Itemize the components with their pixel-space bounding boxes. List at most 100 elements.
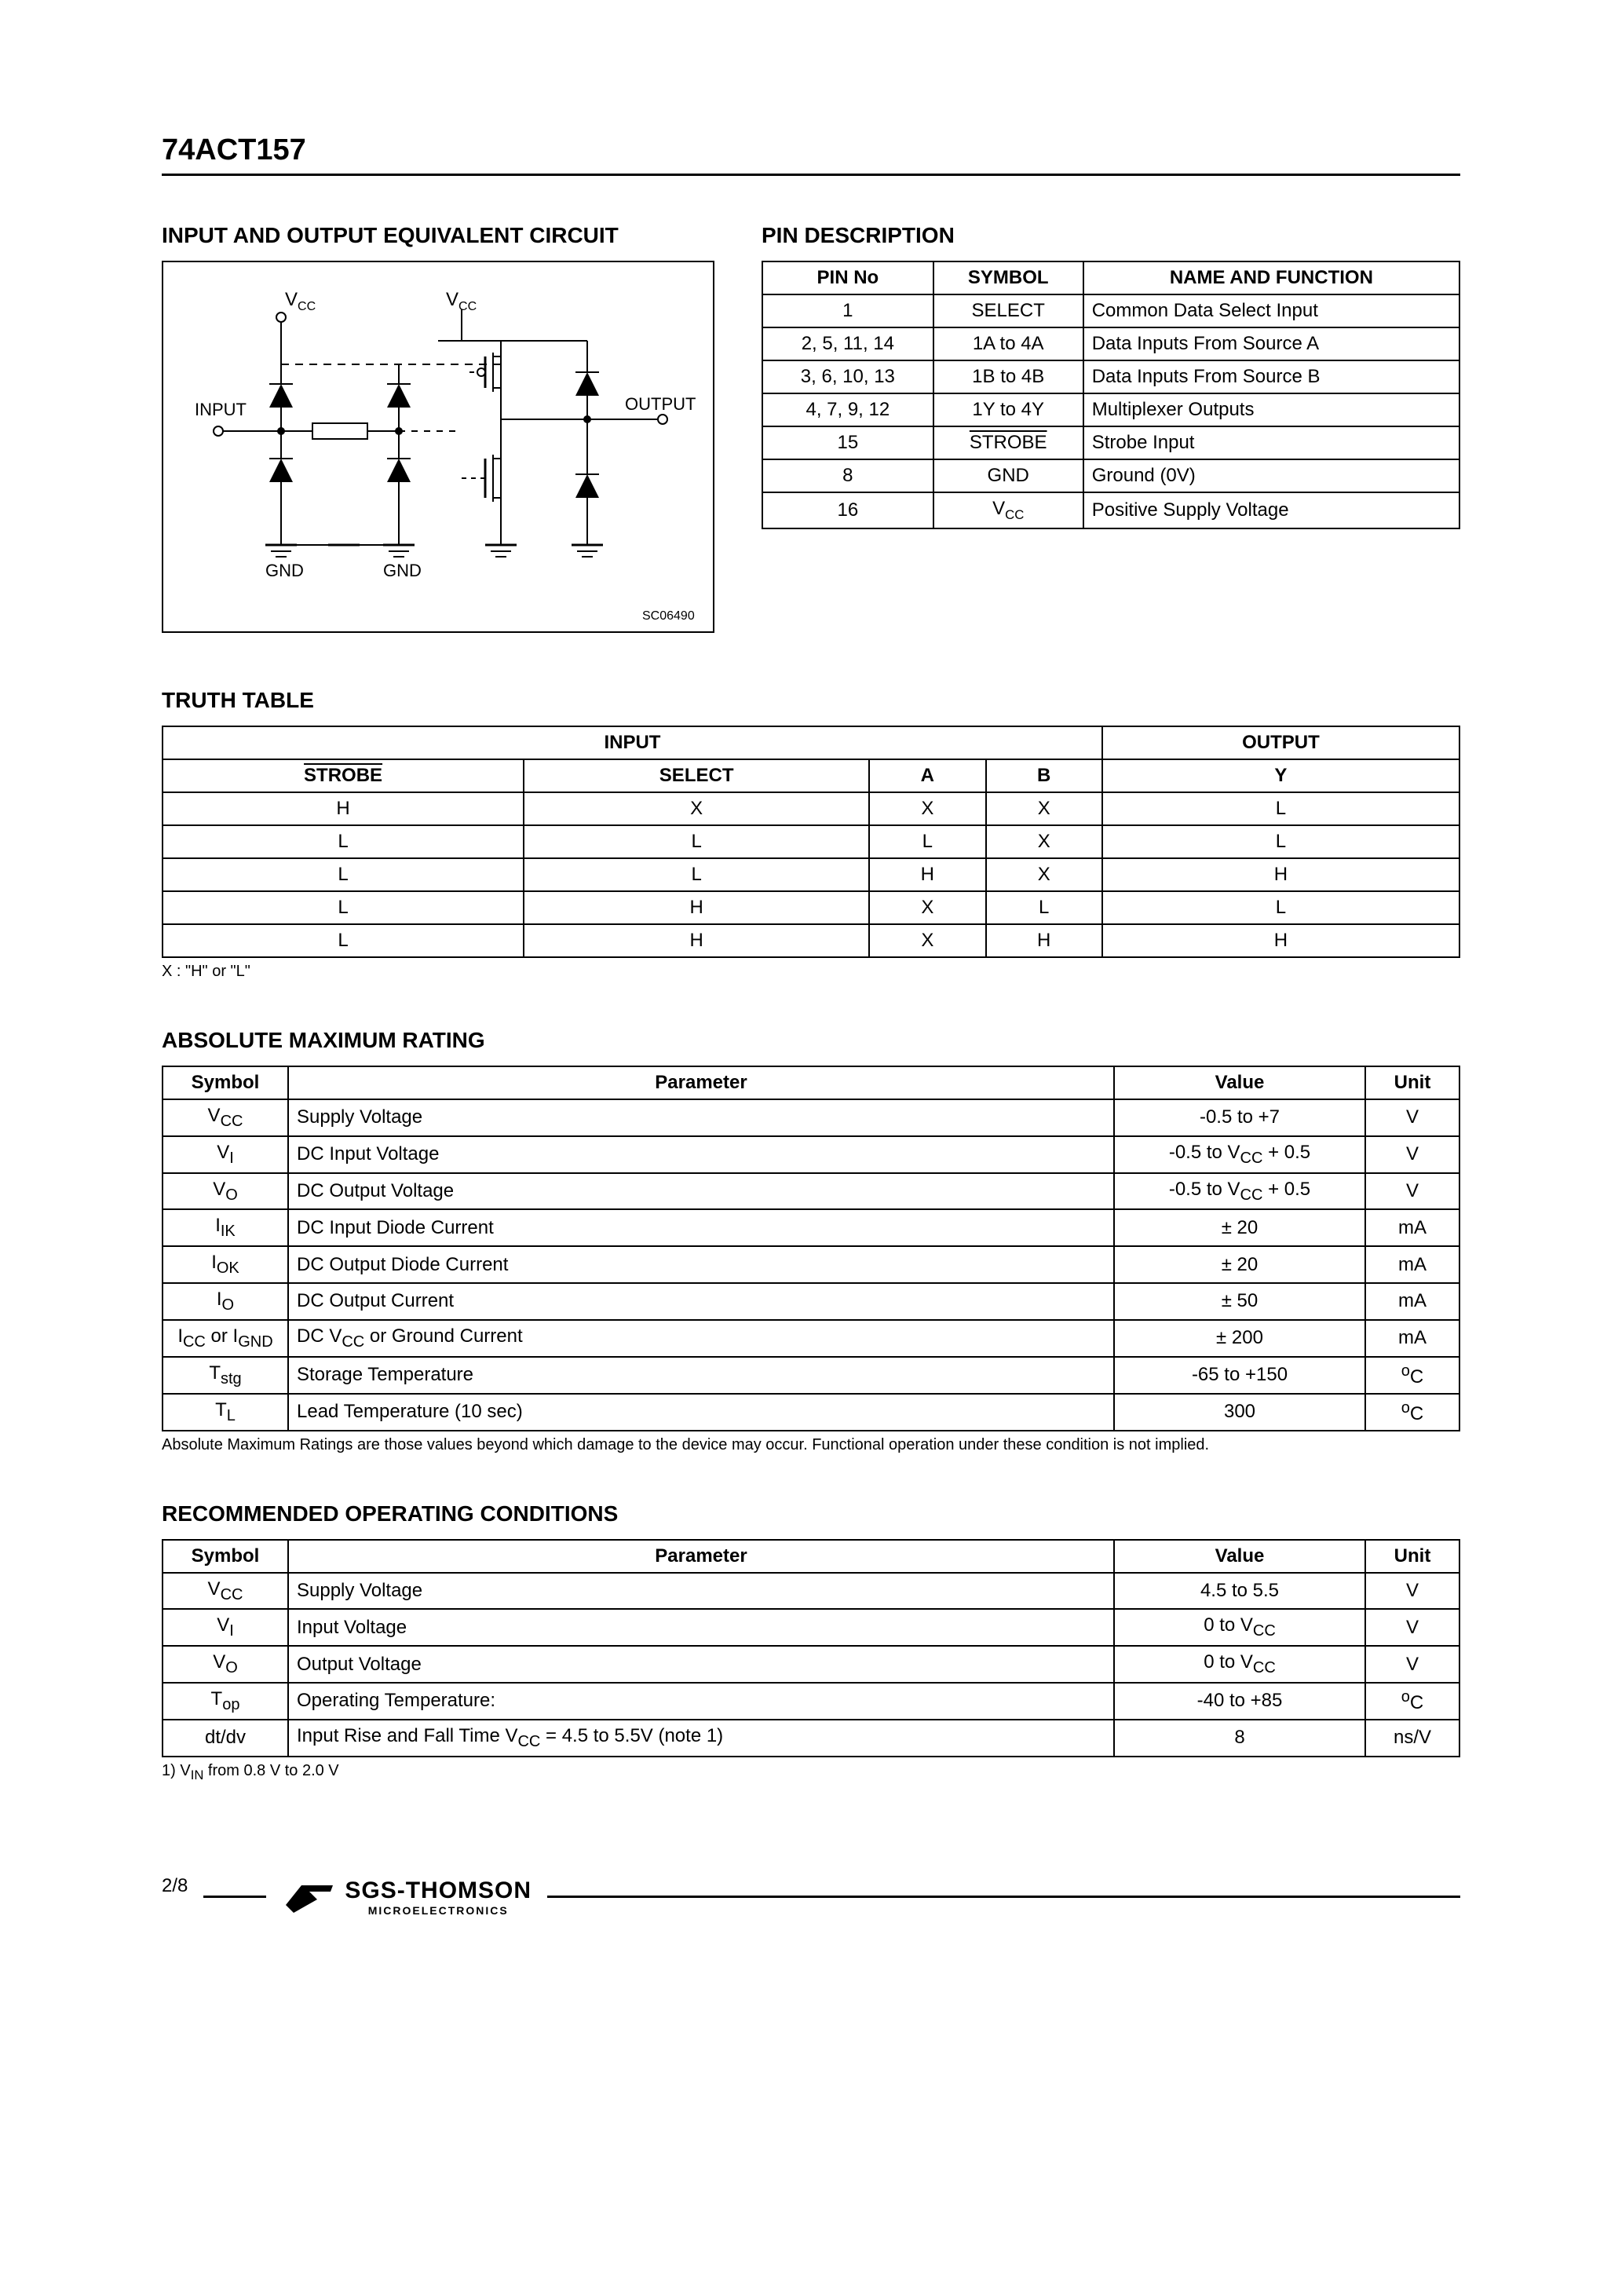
truth-table-section: TRUTH TABLE INPUTOUTPUT STROBESELECTABY … xyxy=(162,688,1460,981)
param-cell: DC Output Current xyxy=(288,1283,1114,1320)
table-cell: H xyxy=(163,792,524,825)
unit-cell: mA xyxy=(1365,1246,1459,1283)
table-row: 8GNDGround (0V) xyxy=(762,459,1459,492)
table-row: LHXHH xyxy=(163,924,1459,957)
rec-op-section: RECOMMENDED OPERATING CONDITIONS SymbolP… xyxy=(162,1501,1460,1783)
table-cell: X xyxy=(869,792,985,825)
param-cell: Input Voltage xyxy=(288,1609,1114,1646)
part-number: 74ACT157 xyxy=(162,133,306,166)
pin-no-cell: 2, 5, 11, 14 xyxy=(762,327,933,360)
unit-cell: V xyxy=(1365,1136,1459,1173)
gnd2-label: GND xyxy=(383,561,422,580)
table-cell: L xyxy=(1102,825,1459,858)
symbol-cell: Top xyxy=(163,1683,288,1720)
value-cell: 0 to VCC xyxy=(1114,1646,1365,1683)
param-cell: DC VCC or Ground Current xyxy=(288,1320,1114,1357)
circuit-code: SC06490 xyxy=(642,609,695,623)
truth-table: INPUTOUTPUT STROBESELECTABY HXXXLLLLXLLL… xyxy=(162,726,1460,958)
table-row: VOOutput Voltage0 to VCCV xyxy=(163,1646,1459,1683)
rec-op-footnote: 1) VIN from 0.8 V to 2.0 V xyxy=(162,1762,1460,1783)
table-header: Unit xyxy=(1365,1066,1459,1099)
table-cell: L xyxy=(869,825,985,858)
table-row: HXXXL xyxy=(163,792,1459,825)
symbol-cell: GND xyxy=(933,459,1083,492)
table-header-group: OUTPUT xyxy=(1102,726,1459,759)
unit-cell: V xyxy=(1365,1573,1459,1610)
table-cell: X xyxy=(986,792,1102,825)
table-cell: L xyxy=(1102,792,1459,825)
symbol-cell: SELECT xyxy=(933,294,1083,327)
table-row: LHXLL xyxy=(163,891,1459,924)
symbol-cell: 1B to 4B xyxy=(933,360,1083,393)
table-cell: H xyxy=(1102,924,1459,957)
table-cell: X xyxy=(869,891,985,924)
value-cell: 4.5 to 5.5 xyxy=(1114,1573,1365,1610)
footer-rule xyxy=(203,1896,266,1898)
name-cell: Data Inputs From Source B xyxy=(1083,360,1459,393)
table-header: Symbol xyxy=(163,1540,288,1573)
datasheet-page: 74ACT157 INPUT AND OUTPUT EQUIVALENT CIR… xyxy=(36,0,1586,2011)
pin-no-cell: 8 xyxy=(762,459,933,492)
value-cell: -65 to +150 xyxy=(1114,1357,1365,1394)
param-cell: DC Input Diode Current xyxy=(288,1209,1114,1246)
table-header: A xyxy=(869,759,985,792)
input-label: INPUT xyxy=(195,400,247,419)
unit-cell: mA xyxy=(1365,1209,1459,1246)
table-row: TopOperating Temperature:-40 to +85oC xyxy=(163,1683,1459,1720)
table-header: Parameter xyxy=(288,1540,1114,1573)
name-cell: Ground (0V) xyxy=(1083,459,1459,492)
page-number: 2/8 xyxy=(162,1875,188,1897)
table-header: NAME AND FUNCTION xyxy=(1083,261,1459,294)
pin-no-cell: 1 xyxy=(762,294,933,327)
table-header: Unit xyxy=(1365,1540,1459,1573)
symbol-cell: IO xyxy=(163,1283,288,1320)
unit-cell: V xyxy=(1365,1609,1459,1646)
table-row: VCCSupply Voltage4.5 to 5.5V xyxy=(163,1573,1459,1610)
unit-cell: mA xyxy=(1365,1320,1459,1357)
symbol-cell: VCC xyxy=(933,492,1083,528)
pin-no-cell: 16 xyxy=(762,492,933,528)
param-cell: Output Voltage xyxy=(288,1646,1114,1683)
unit-cell: V xyxy=(1365,1099,1459,1136)
value-cell: ± 20 xyxy=(1114,1246,1365,1283)
table-header: Value xyxy=(1114,1066,1365,1099)
page-footer: 2/8 SGS-THOMSON MICROELECTRONICS xyxy=(162,1877,1460,1917)
table-cell: H xyxy=(524,891,869,924)
param-cell: Lead Temperature (10 sec) xyxy=(288,1394,1114,1431)
value-cell: -0.5 to VCC + 0.5 xyxy=(1114,1173,1365,1210)
rec-op-title: RECOMMENDED OPERATING CONDITIONS xyxy=(162,1501,1460,1526)
value-cell: -0.5 to +7 xyxy=(1114,1099,1365,1136)
param-cell: DC Output Voltage xyxy=(288,1173,1114,1210)
table-cell: L xyxy=(163,924,524,957)
symbol-cell: VI xyxy=(163,1609,288,1646)
pin-desc-title: PIN DESCRIPTION xyxy=(762,223,1460,248)
table-cell: L xyxy=(163,825,524,858)
unit-cell: oC xyxy=(1365,1683,1459,1720)
param-cell: Operating Temperature: xyxy=(288,1683,1114,1720)
value-cell: 8 xyxy=(1114,1720,1365,1757)
unit-cell: mA xyxy=(1365,1283,1459,1320)
table-cell: X xyxy=(524,792,869,825)
table-row: 2, 5, 11, 141A to 4AData Inputs From Sou… xyxy=(762,327,1459,360)
unit-cell: V xyxy=(1365,1173,1459,1210)
pin-no-cell: 15 xyxy=(762,426,933,459)
table-cell: L xyxy=(163,858,524,891)
value-cell: 0 to VCC xyxy=(1114,1609,1365,1646)
table-cell: L xyxy=(986,891,1102,924)
name-cell: Strobe Input xyxy=(1083,426,1459,459)
logo-sub-text: MICROELECTRONICS xyxy=(345,1904,532,1917)
table-row: 1SELECTCommon Data Select Input xyxy=(762,294,1459,327)
circuit-diagram: VCC VCC xyxy=(162,261,714,633)
table-row: VCCSupply Voltage-0.5 to +7V xyxy=(163,1099,1459,1136)
symbol-cell: ICC or IGND xyxy=(163,1320,288,1357)
table-header-group: INPUT xyxy=(163,726,1102,759)
table-cell: X xyxy=(986,825,1102,858)
value-cell: ± 50 xyxy=(1114,1283,1365,1320)
symbol-cell: IOK xyxy=(163,1246,288,1283)
company-logo: SGS-THOMSON MICROELECTRONICS xyxy=(282,1877,532,1917)
pin-desc-column: PIN DESCRIPTION PIN No SYMBOL NAME AND F… xyxy=(762,223,1460,633)
top-two-column: INPUT AND OUTPUT EQUIVALENT CIRCUIT VCC … xyxy=(162,223,1460,633)
gnd1-label: GND xyxy=(265,561,304,580)
table-row: TstgStorage Temperature-65 to +150oC xyxy=(163,1357,1459,1394)
abs-max-section: ABSOLUTE MAXIMUM RATING SymbolParameterV… xyxy=(162,1028,1460,1454)
